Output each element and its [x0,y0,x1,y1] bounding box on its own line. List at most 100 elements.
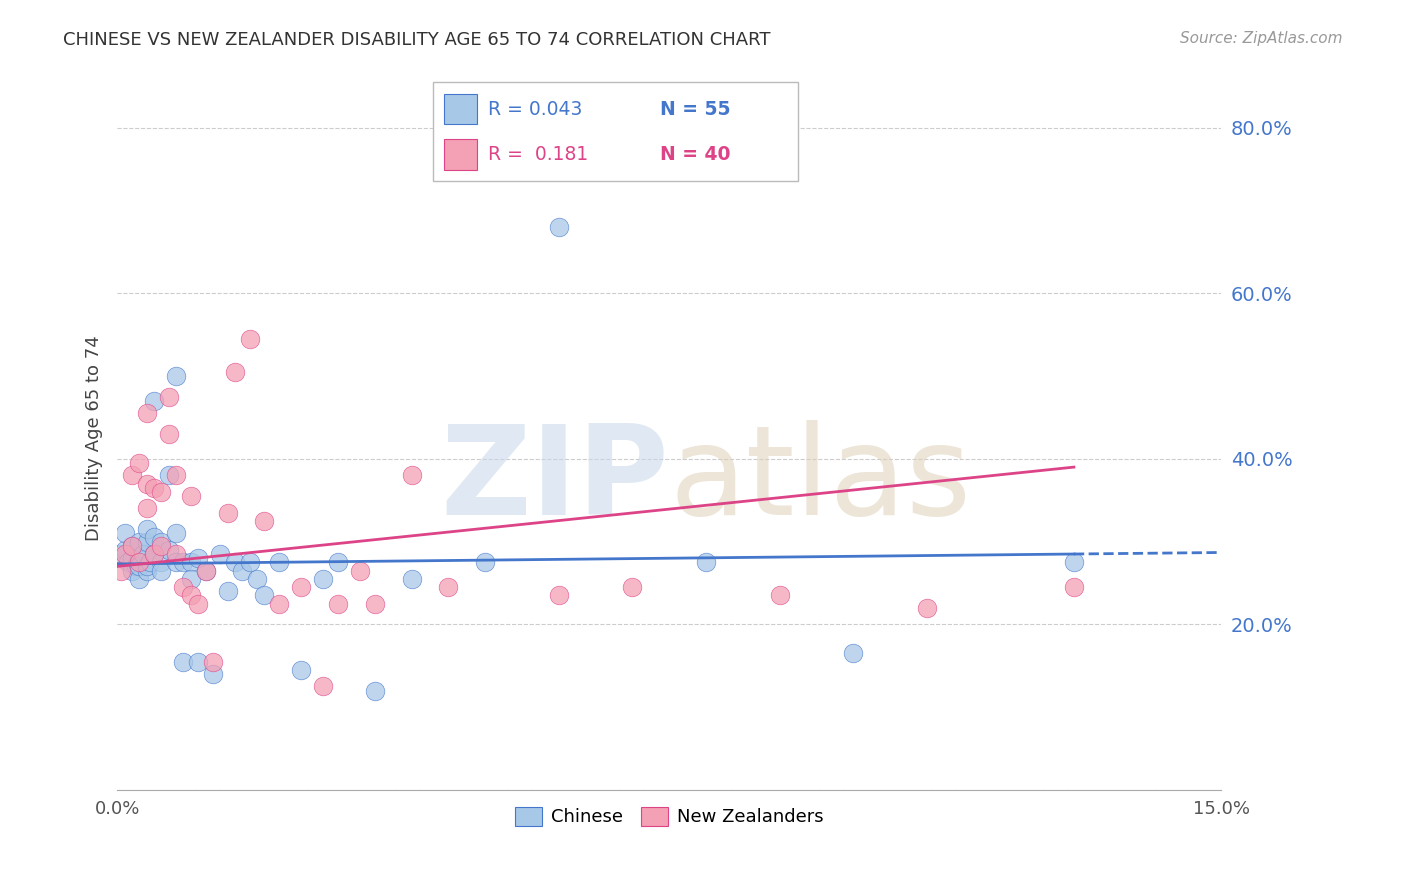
Point [143,393,166,408]
Point [621,580,644,594]
Bar [444,94,477,124]
Point [312,572,335,586]
FancyBboxPatch shape [433,82,797,181]
Point [157,542,180,557]
Point [128,555,150,569]
Text: R = 0.043: R = 0.043 [488,100,583,119]
Point [547,588,569,602]
Point [165,468,187,483]
Point [165,526,187,541]
Point [224,555,246,569]
Y-axis label: Disability Age 65 to 74: Disability Age 65 to 74 [86,335,103,541]
Point [326,555,349,569]
Point [114,547,136,561]
Point [117,555,139,569]
Point [364,597,387,611]
Point [224,365,246,379]
Point [187,655,209,669]
Point [209,547,232,561]
Point [128,572,150,586]
Point [1063,555,1085,569]
Point [165,555,187,569]
Point [135,522,157,536]
Point [165,369,187,384]
Point [135,534,157,549]
Point [143,531,166,545]
Text: ZIP: ZIP [440,420,669,541]
Point [143,547,166,561]
Point [253,588,276,602]
Point [172,580,194,594]
Point [312,680,335,694]
Point [143,481,166,495]
Point [139,555,162,569]
Point [695,555,717,569]
Point [253,514,276,528]
Text: N = 55: N = 55 [659,100,730,119]
Text: R =  0.181: R = 0.181 [488,145,589,163]
Point [121,539,143,553]
Point [124,559,146,574]
Point [135,501,157,516]
Point [768,588,790,602]
Point [246,572,269,586]
Point [187,551,209,566]
Point [437,580,460,594]
Point [547,220,569,235]
Point [217,584,239,599]
Point [128,456,150,470]
Point [842,646,865,660]
Point [194,564,217,578]
Point [135,406,157,420]
Point [180,555,202,569]
Text: atlas: atlas [669,420,972,541]
Point [201,667,224,681]
Point [132,547,155,561]
Point [150,485,173,500]
Point [121,551,143,566]
Point [180,588,202,602]
Point [172,555,194,569]
Point [165,547,187,561]
Point [150,539,173,553]
Point [135,476,157,491]
Point [143,547,166,561]
Point [110,547,132,561]
Point [135,559,157,574]
Point [290,663,312,677]
Point [401,468,423,483]
Point [110,564,132,578]
Point [364,683,387,698]
Text: Source: ZipAtlas.com: Source: ZipAtlas.com [1180,31,1343,46]
Legend: Chinese, New Zealanders: Chinese, New Zealanders [508,800,831,834]
Point [915,600,938,615]
Point [180,489,202,503]
Point [217,506,239,520]
Point [269,597,291,611]
Point [187,597,209,611]
Point [128,559,150,574]
Point [150,534,173,549]
Point [231,564,253,578]
Point [201,655,224,669]
Point [114,526,136,541]
Point [128,534,150,549]
Point [172,655,194,669]
Point [1063,580,1085,594]
Point [157,427,180,442]
Point [114,542,136,557]
Point [150,555,173,569]
Point [121,564,143,578]
Point [150,564,173,578]
Point [121,539,143,553]
Point [157,468,180,483]
Text: CHINESE VS NEW ZEALANDER DISABILITY AGE 65 TO 74 CORRELATION CHART: CHINESE VS NEW ZEALANDER DISABILITY AGE … [63,31,770,49]
Point [474,555,496,569]
Point [326,597,349,611]
Point [128,551,150,566]
Point [269,555,291,569]
Point [180,572,202,586]
Point [194,564,217,578]
Point [135,564,157,578]
Point [121,468,143,483]
